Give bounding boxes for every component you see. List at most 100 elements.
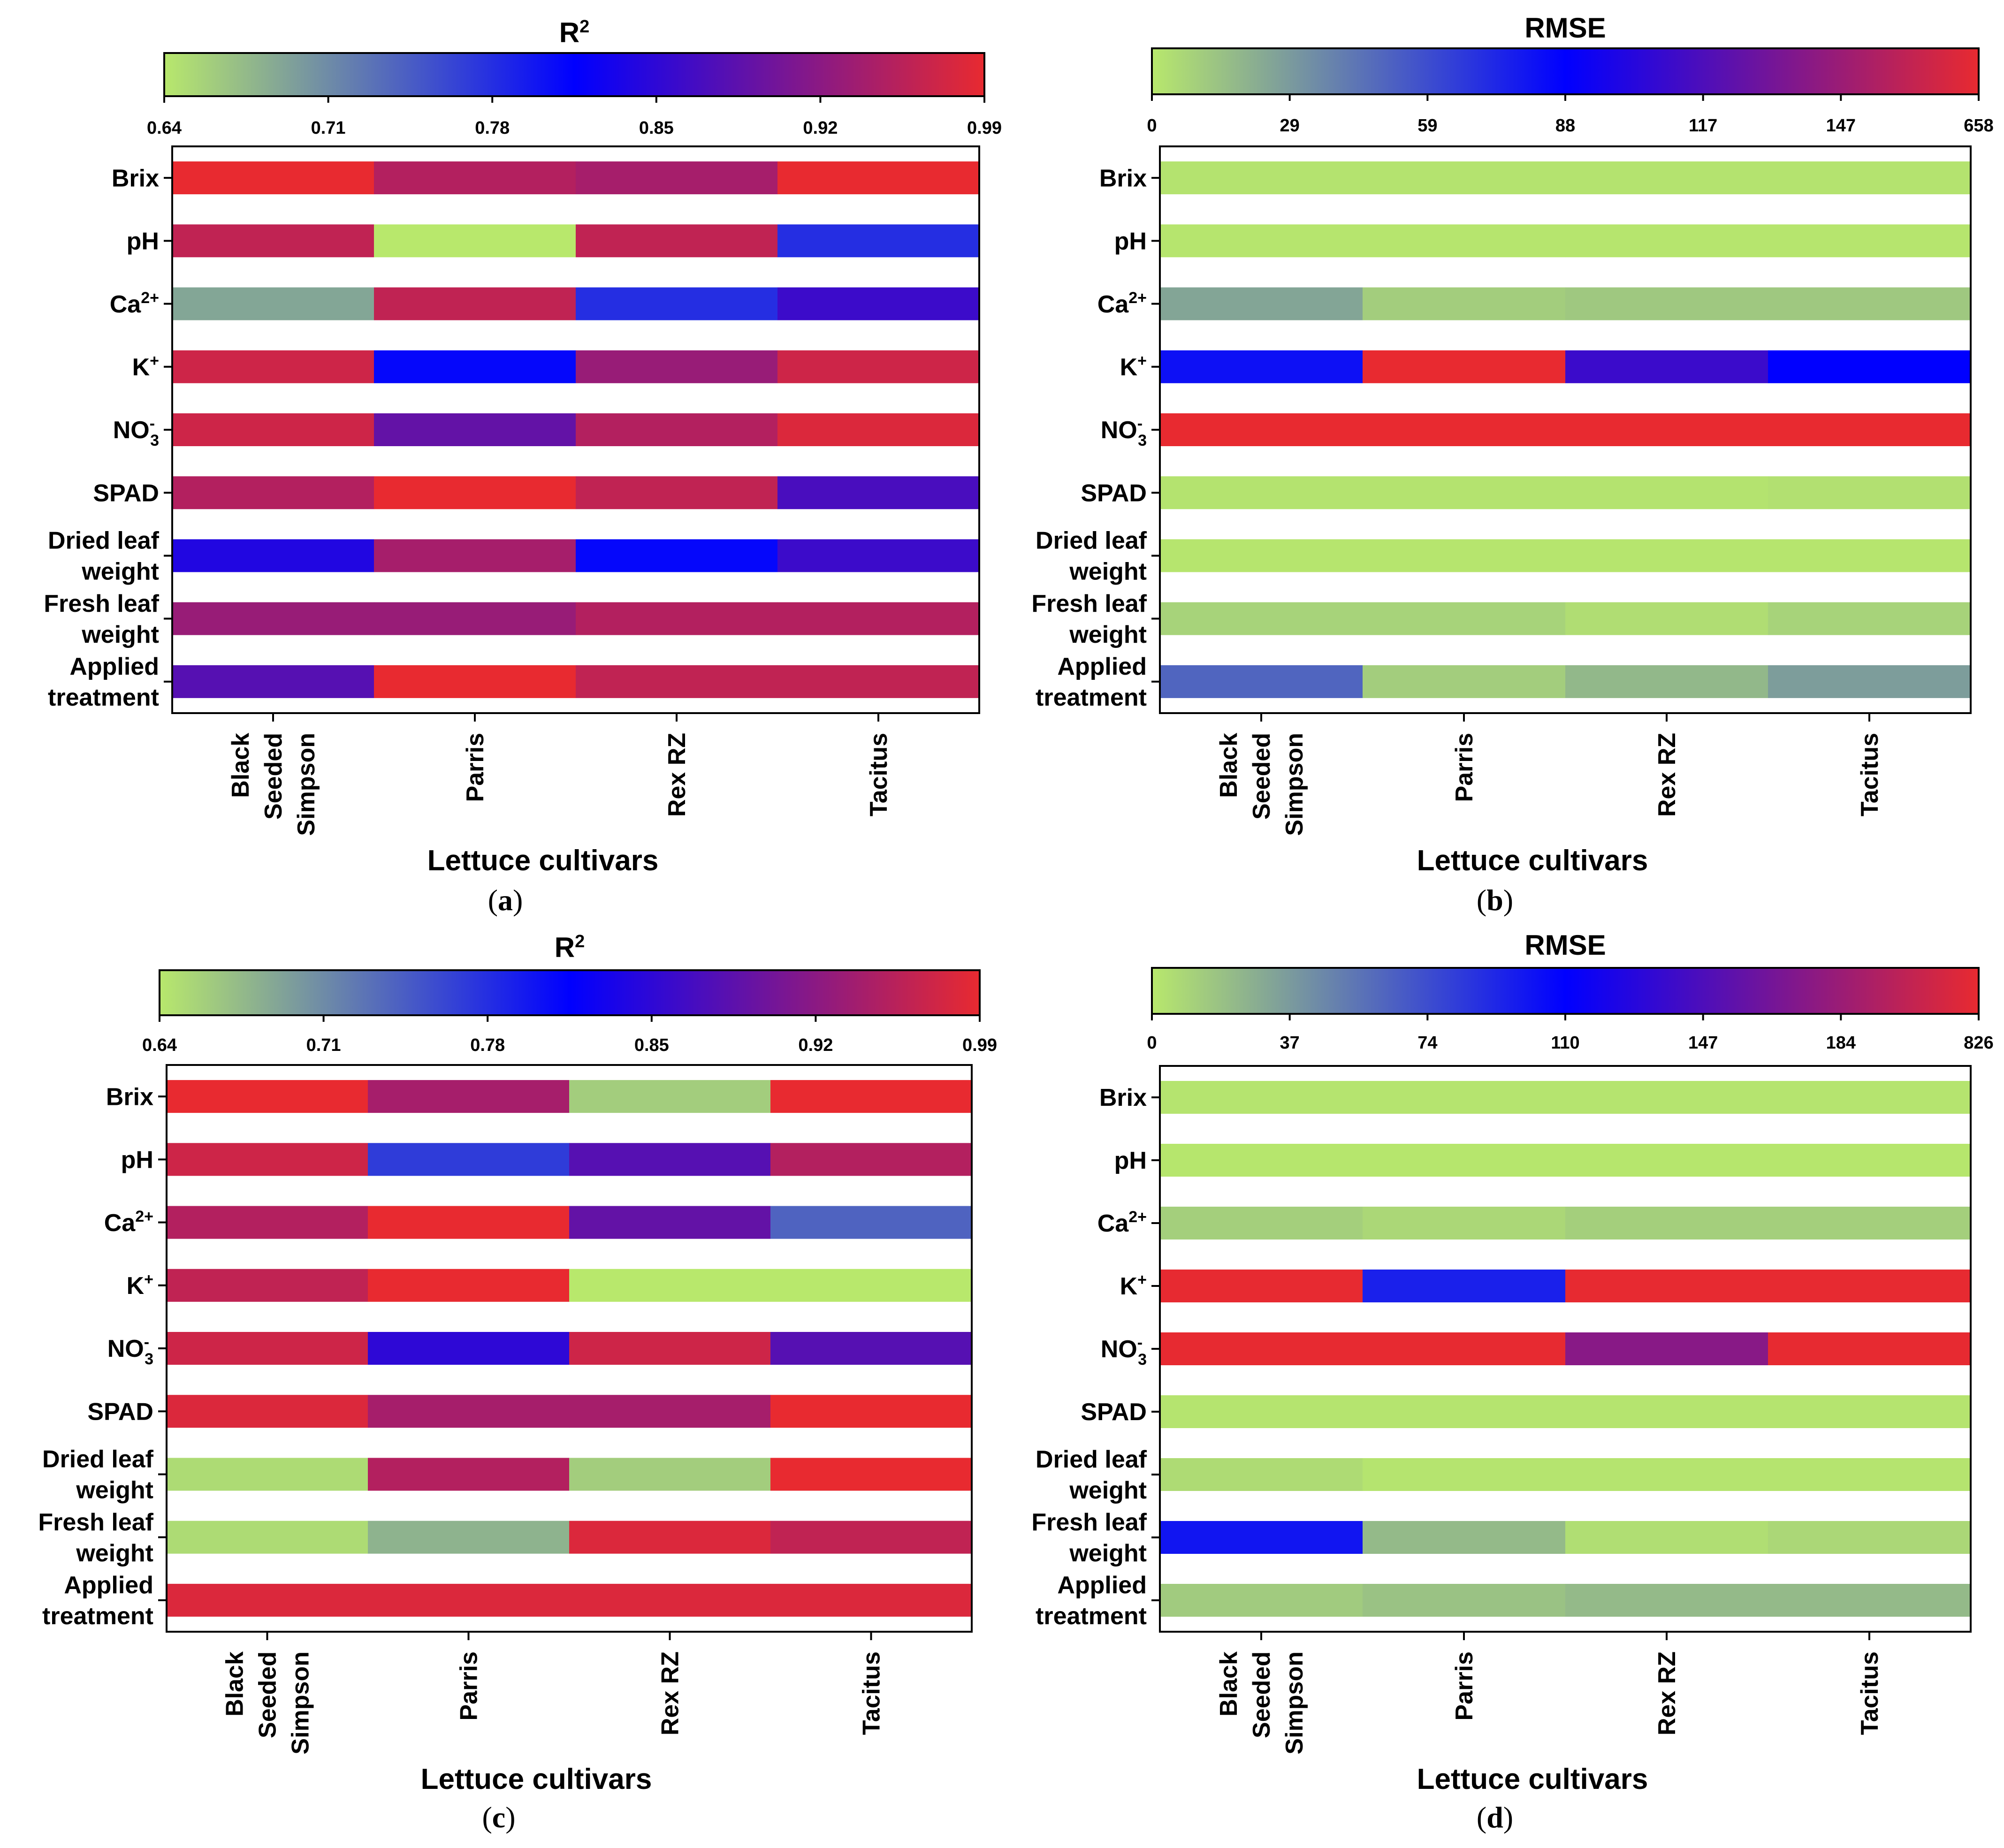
heatmap-cell xyxy=(1363,350,1566,383)
heatmap-cell xyxy=(1160,350,1363,383)
x-axis-label: Lettuce cultivars xyxy=(1417,844,1648,877)
heatmap-cell xyxy=(374,350,576,383)
cultivar-label: Tacitus xyxy=(865,733,892,816)
x-axis-label: Lettuce cultivars xyxy=(421,1763,652,1795)
cultivar-label: Parris xyxy=(456,1651,483,1720)
heatmap-cell xyxy=(576,665,778,698)
colorbar xyxy=(1151,47,1980,95)
colorbar-tick-label: 0.85 xyxy=(639,118,674,138)
heatmap-cell xyxy=(576,539,778,572)
row-label: weight xyxy=(1069,1477,1147,1504)
colorbar-tick-label: 826 xyxy=(1964,1033,1993,1053)
heatmap-cell xyxy=(770,1206,972,1239)
heatmap-cell xyxy=(1363,539,1566,572)
colorbar-tick-label: 0 xyxy=(1147,1033,1157,1053)
row-label: Dried leaf xyxy=(48,527,160,555)
heatmap-cell xyxy=(1363,1332,1566,1365)
cultivar-label: Tacitus xyxy=(858,1651,885,1735)
heatmap-cell xyxy=(569,1269,771,1302)
panel-caption: (d) xyxy=(1477,1801,1513,1834)
colorbar-tick-label: 117 xyxy=(1689,116,1717,136)
heatmap-cell xyxy=(1160,1521,1363,1554)
heatmap-cell xyxy=(1768,1207,1971,1240)
cultivar-label: Simpson xyxy=(1281,1651,1308,1755)
panel-b: RMSE 0 29 59 88 117 147 658 Brix pH Ca2+ K+ NO-3 SPAD… xyxy=(1031,12,1993,917)
row-label: weight xyxy=(76,1540,153,1567)
heatmap-cell xyxy=(1565,1395,1768,1428)
heatmap-cell xyxy=(374,161,576,195)
heatmap-cell xyxy=(368,1332,570,1365)
heatmap-cell xyxy=(1363,224,1566,258)
row-label: treatment xyxy=(48,684,159,711)
heatmap-cell xyxy=(777,539,980,572)
heatmap-cell xyxy=(1768,1395,1971,1428)
heatmap-cell xyxy=(1363,476,1566,510)
row-label: Dried leaf xyxy=(42,1446,154,1473)
heatmap-cell xyxy=(172,539,374,572)
heatmap-cell xyxy=(1768,602,1971,635)
colorbar-title: RMSE xyxy=(1524,929,1606,961)
heatmap-cell xyxy=(576,413,778,446)
heatmap-cell xyxy=(777,413,980,446)
heatmap-cell xyxy=(1363,1270,1566,1302)
heatmap-cell xyxy=(167,1395,368,1428)
row-label: NO-3 xyxy=(113,415,159,449)
colorbar-title: R2 xyxy=(555,932,585,963)
heatmap-cell xyxy=(1160,287,1363,320)
heatmap-cell xyxy=(1565,287,1768,320)
row-label: weight xyxy=(1069,621,1147,648)
heatmap-cell xyxy=(368,1458,570,1491)
cultivar-label: Rex RZ xyxy=(1653,1651,1681,1735)
cultivar-label: Rex RZ xyxy=(663,733,691,817)
heatmap-cell xyxy=(576,476,778,510)
heatmap-cell xyxy=(1363,161,1566,195)
heatmap-cell xyxy=(1160,476,1363,510)
panel-caption: (c) xyxy=(482,1801,515,1834)
row-label: treatment xyxy=(1036,684,1147,711)
row-label: K+ xyxy=(127,1270,153,1300)
heatmap-cell xyxy=(368,1080,570,1113)
heatmap-cell xyxy=(167,1269,368,1302)
row-label: Ca2+ xyxy=(1097,289,1147,318)
colorbar-tick-label: 0.71 xyxy=(306,1035,341,1055)
cultivar-label: Black xyxy=(221,1651,249,1717)
row-label: Ca2+ xyxy=(104,1208,153,1237)
heatmap-cell xyxy=(770,1080,972,1113)
colorbar-title: RMSE xyxy=(1524,12,1606,44)
cultivar-label: Seeded xyxy=(1248,733,1275,820)
row-label: Applied xyxy=(64,1572,153,1599)
heatmap-cell xyxy=(1160,602,1363,635)
heatmap-cell xyxy=(1768,476,1971,510)
heatmap-cell xyxy=(576,350,778,383)
heatmap-cell xyxy=(777,665,980,698)
heatmap-cell xyxy=(374,413,576,446)
row-label: SPAD xyxy=(87,1398,153,1425)
row-label: Applied xyxy=(1057,653,1147,680)
row-label: pH xyxy=(1114,1147,1147,1174)
cultivar-label: Parris xyxy=(462,733,489,802)
heatmap-cell xyxy=(1160,539,1363,572)
heatmap-cell xyxy=(569,1395,771,1428)
heatmap-cell xyxy=(172,413,374,446)
colorbar-tick-label: 74 xyxy=(1417,1033,1437,1053)
heatmap-cell xyxy=(1160,1584,1363,1617)
heatmap-cell xyxy=(1768,224,1971,258)
row-label: weight xyxy=(81,558,159,586)
cultivar-label: Black xyxy=(1215,733,1242,798)
heatmap-cell xyxy=(1565,1207,1768,1240)
heatmap-cell xyxy=(777,476,980,510)
heatmap-cell xyxy=(368,1583,570,1617)
heatmap-cell xyxy=(1363,602,1566,635)
colorbar-tick-label: 29 xyxy=(1280,116,1300,136)
heatmap-cell xyxy=(1160,665,1363,698)
heatmap-cell xyxy=(172,287,374,320)
colorbar xyxy=(159,969,981,1016)
colorbar-tick-label: 0.92 xyxy=(803,118,838,138)
colorbar-tick-label: 0.71 xyxy=(311,118,346,138)
heatmap-cell xyxy=(1565,1521,1768,1554)
heatmap-cell xyxy=(368,1395,570,1428)
cultivar-label: Seeded xyxy=(1248,1651,1275,1738)
heatmap-cell xyxy=(1160,161,1363,195)
row-label: Fresh leaf xyxy=(44,590,159,617)
